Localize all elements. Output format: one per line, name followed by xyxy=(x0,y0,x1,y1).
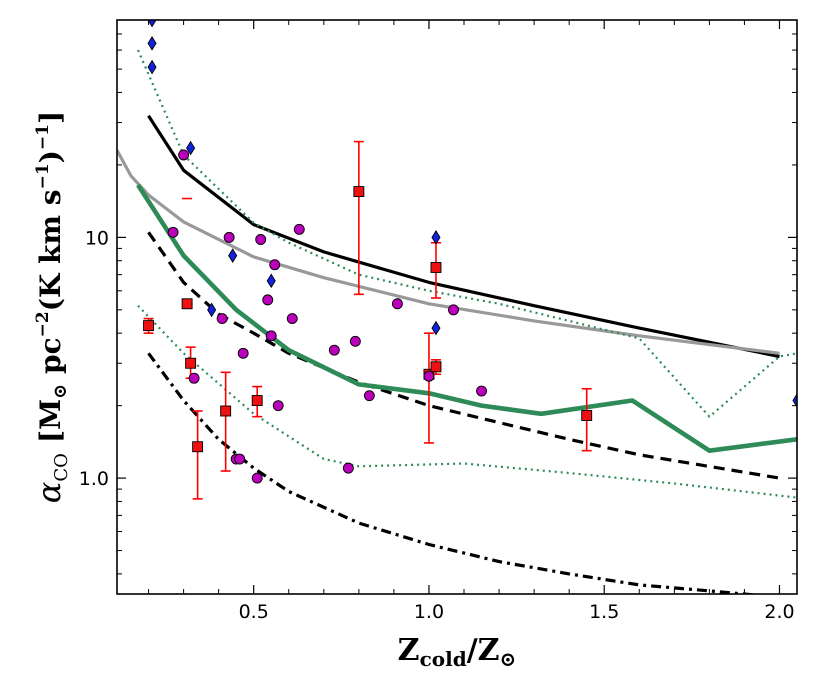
y-tick-label: 10 xyxy=(85,227,109,249)
blue-diamond-marker xyxy=(792,393,797,408)
red-square-marker xyxy=(220,405,232,417)
purple-circle-marker xyxy=(349,335,361,347)
purple-circle-marker xyxy=(269,259,281,271)
blue-diamond-marker xyxy=(147,59,157,75)
purple-circle-marker xyxy=(286,313,298,325)
x-axis-title-sun: ⊙ xyxy=(500,647,517,671)
series-line-solid-black-0 xyxy=(147,114,780,359)
red-square-marker xyxy=(181,298,193,310)
red-square-marker xyxy=(251,395,263,406)
purple-circle-marker xyxy=(251,472,263,484)
red-square-marker xyxy=(192,441,204,453)
purple-circle-marker xyxy=(448,304,459,316)
purple-circle-marker xyxy=(237,347,249,359)
purple-circle-marker xyxy=(423,370,435,382)
blue-diamond-marker xyxy=(228,248,238,263)
x-tick-label: 0.5 xyxy=(239,601,269,623)
purple-circle-marker xyxy=(178,149,190,161)
red-square-marker xyxy=(581,410,593,421)
x-tick-label: 2.0 xyxy=(764,601,794,623)
red-square-marker xyxy=(353,186,365,198)
series-line-dotted-green-6 xyxy=(137,304,797,499)
red-square-marker xyxy=(430,262,442,273)
purple-circle-marker xyxy=(328,344,340,356)
y-axis-title-k: (K km s xyxy=(34,189,67,311)
purple-circle-marker xyxy=(265,330,277,342)
purple-circle-marker xyxy=(188,372,200,384)
y-axis-title-pc: pc xyxy=(34,337,67,383)
purple-circle-marker xyxy=(216,313,228,325)
y-axis-title-pc-exp: −2 xyxy=(33,311,53,337)
purple-circle-marker xyxy=(342,462,354,474)
blue-diamond-marker xyxy=(431,320,441,336)
blue-diamond-marker xyxy=(186,140,196,156)
y-axis-title-alpha: α xyxy=(30,482,68,504)
purple-circle-marker xyxy=(223,231,235,243)
series-line-dashed-black-2 xyxy=(147,231,780,480)
blue-diamond-marker xyxy=(147,35,157,51)
purple-circle-marker xyxy=(262,294,274,306)
plot-frame xyxy=(116,19,798,595)
x-axis-title-sep: /Z xyxy=(467,633,500,668)
red-square-marker xyxy=(143,320,154,332)
x-axis-title-sub: cold xyxy=(420,647,467,671)
purple-circle-marker xyxy=(234,453,246,465)
y-axis-title-sun: ⊙ xyxy=(50,384,71,399)
blue-diamond-marker xyxy=(431,230,441,245)
purple-circle-marker xyxy=(391,298,403,310)
y-axis-title-bracket: ] xyxy=(34,111,67,124)
blue-diamond-marker xyxy=(147,20,157,28)
y-tick-label: 1.0 xyxy=(79,468,109,490)
blue-diamond-marker xyxy=(207,302,217,318)
axis-ticks: 0.5 1.0 1.5 2.0 1.0 10 xyxy=(79,19,797,623)
x-axis-title: Zcold/Z⊙ xyxy=(398,633,517,671)
blue-diamond-marker xyxy=(266,273,276,289)
y-axis-title-s-exp: −1 xyxy=(33,163,53,189)
series-points xyxy=(143,20,797,500)
purple-circle-marker xyxy=(255,234,267,245)
x-axis-title-main: Z xyxy=(398,633,420,668)
purple-circle-marker xyxy=(272,400,284,412)
purple-circle-marker xyxy=(476,385,487,397)
red-square-marker xyxy=(185,357,197,369)
purple-circle-marker xyxy=(363,390,375,402)
purple-circle-marker xyxy=(293,223,305,235)
x-tick-label: 1.0 xyxy=(414,601,444,623)
y-axis-title-close-exp: −1 xyxy=(33,124,53,150)
y-axis-title-alpha-sub: CO xyxy=(51,453,72,482)
y-axis-title-close: ) xyxy=(34,150,67,163)
y-axis-title-unit: [M xyxy=(34,399,67,443)
x-tick-label: 1.5 xyxy=(589,601,619,623)
y-axis-title: αCO[M⊙ pc−2(K km s−1)−1] xyxy=(30,111,72,503)
purple-circle-marker xyxy=(167,226,179,238)
red-square-marker xyxy=(430,361,442,373)
